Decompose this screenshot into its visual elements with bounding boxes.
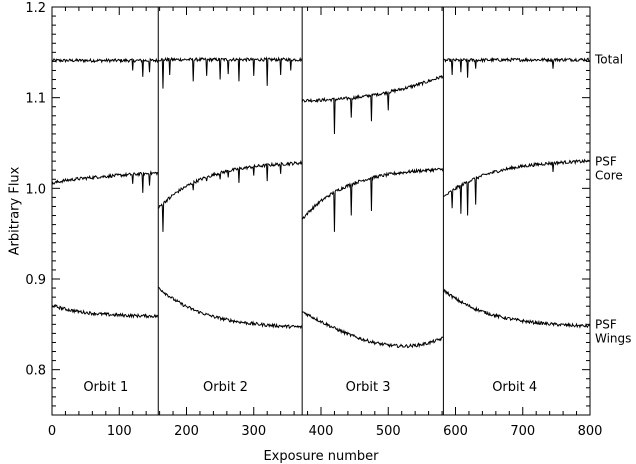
orbit-label: Orbit 3 (346, 380, 391, 395)
series-line-psf-core-orbit-1 (51, 169, 159, 193)
y-axis-title: Arbitrary Flux (8, 166, 23, 255)
x-tick-label: 0 (48, 424, 56, 439)
y-tick-label: 1.2 (25, 1, 46, 16)
series-line-psf-wings-orbit-2 (158, 286, 303, 330)
axis-ticks (51, 6, 591, 416)
y-tick-label: 1.1 (25, 92, 46, 107)
series-line-total-orbit-3 (301, 74, 444, 134)
x-tick-label: 300 (241, 424, 266, 439)
series-line-total-orbit-1 (51, 57, 159, 77)
x-tick-label: 500 (376, 424, 401, 439)
series-line-psf-wings-orbit-4 (442, 288, 591, 329)
series-line-total-orbit-2 (157, 56, 303, 89)
series-label: Core (595, 168, 623, 182)
series-line-psf-core-orbit-4 (443, 158, 591, 216)
orbit-label: Orbit 2 (203, 380, 248, 395)
series-label: PSF (595, 318, 617, 332)
series-label: Wings (595, 332, 631, 346)
y-tick-label: 1.0 (25, 182, 46, 197)
labels: 0 100 200 300 400 500 600 700 800 0.8 0.9 1.0 1.1 1.2… (25, 1, 631, 439)
orbit-label: Orbit 1 (83, 380, 128, 395)
x-tick-label: 800 (578, 424, 603, 439)
series-layer (51, 56, 591, 349)
y-tick-label: 0.8 (25, 364, 46, 379)
x-tick-label: 600 (443, 424, 468, 439)
y-tick-label: 0.9 (25, 273, 46, 288)
series-line-psf-wings-orbit-1 (51, 304, 159, 319)
series-label: PSF (595, 154, 617, 168)
series-line-psf-core-orbit-2 (157, 159, 303, 232)
x-tick-label: 200 (174, 424, 199, 439)
x-tick-label: 700 (510, 424, 535, 439)
series-line-psf-wings-orbit-3 (301, 311, 444, 349)
series-line-total-orbit-4 (443, 56, 591, 78)
orbit-label: Orbit 4 (492, 380, 537, 395)
series-label: Total (594, 53, 623, 67)
x-tick-label: 100 (107, 424, 132, 439)
x-tick-label: 400 (309, 424, 334, 439)
orbit-boundaries (157, 7, 444, 415)
series-line-psf-core-orbit-3 (301, 167, 444, 232)
x-axis-title: Exposure number (263, 449, 379, 464)
